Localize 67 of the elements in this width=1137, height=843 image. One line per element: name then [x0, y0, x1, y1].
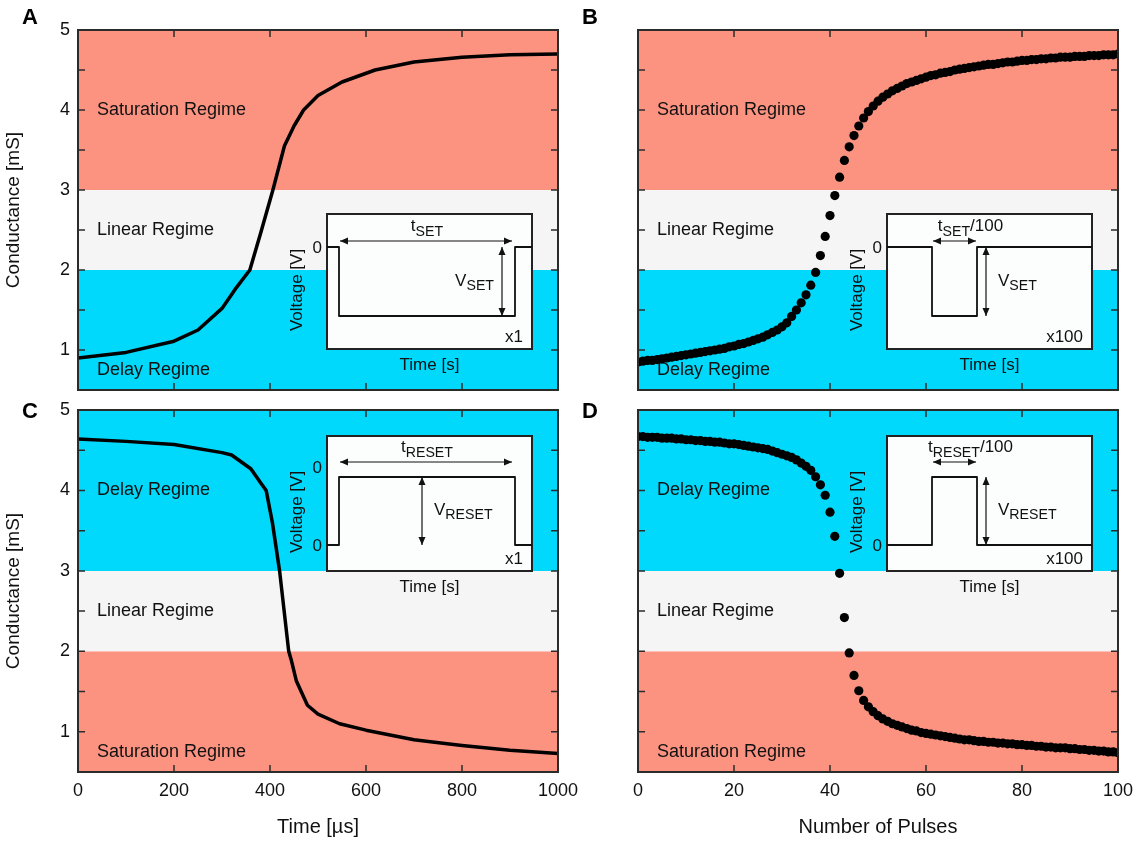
annotation: Voltage [V]	[286, 248, 306, 331]
band-label: Saturation Regime	[657, 98, 807, 119]
band-label: Linear Regime	[657, 218, 775, 239]
y-tick-label: 4	[59, 479, 70, 500]
annotation: 0	[312, 535, 322, 555]
annotation: x1	[505, 549, 523, 568]
annotation: Time [s]	[399, 577, 460, 596]
chart-title: D	[582, 398, 598, 424]
y-tick-label: 3	[59, 178, 70, 199]
y-axis-title: Conductance [mS]	[1, 131, 23, 289]
annotation: t$_{SET}$/100	[937, 216, 1004, 239]
annotation: V$_{SET}$	[998, 270, 1037, 293]
x-axis-title: Time [µs]	[277, 814, 359, 837]
annotation: x1	[505, 327, 523, 346]
chart-title: C	[22, 398, 38, 424]
y-tick-label: 1	[59, 338, 70, 359]
chart-title: A	[22, 4, 38, 30]
annotation: Voltage [V]	[846, 470, 866, 553]
annotation: 0	[872, 237, 882, 257]
annotation: V$_{SET}$	[455, 270, 494, 293]
x-tick-label: 40	[819, 779, 841, 800]
x-tick-label: 800	[446, 779, 478, 800]
x-tick-label: 1000	[537, 779, 579, 800]
y-tick-label: 2	[59, 258, 70, 279]
x-tick-label: 0	[72, 779, 84, 800]
y-tick-label: 2	[59, 640, 70, 661]
y-tick-label: 5	[59, 398, 70, 419]
band-label: Linear Regime	[97, 600, 215, 621]
annotation: x100	[1046, 327, 1083, 346]
annotation: Time [s]	[959, 355, 1020, 374]
band-label: Delay Regime	[97, 358, 211, 379]
band-label: Delay Regime	[657, 358, 771, 379]
x-tick-label: 400	[254, 779, 286, 800]
band-label: Linear Regime	[657, 600, 775, 621]
chart-title: B	[582, 4, 598, 30]
annotation: Time [s]	[959, 577, 1020, 596]
band-label: Delay Regime	[97, 479, 211, 500]
band-label: Saturation Regime	[97, 740, 247, 761]
annotation: x100	[1046, 549, 1083, 568]
annotation: Time [s]	[399, 355, 460, 374]
annotation: V$_{RESET}$	[998, 499, 1057, 523]
x-tick-label: 200	[158, 779, 190, 800]
band-label: Linear Regime	[97, 218, 215, 239]
y-tick-label: 3	[59, 559, 70, 580]
x-tick-label: 0	[632, 779, 644, 800]
x-tick-label: 60	[915, 779, 937, 800]
x-tick-label: 20	[723, 779, 745, 800]
annotation: Voltage [V]	[286, 470, 306, 553]
annotation: t$_{SET}$	[410, 216, 444, 239]
annotation: t$_{RESET}$	[401, 437, 453, 460]
annotation: 0	[312, 237, 322, 257]
annotation: 0	[312, 457, 322, 477]
y-tick-label: 4	[59, 98, 70, 119]
annotation: V$_{RESET}$	[434, 499, 493, 523]
x-tick-label: 80	[1011, 779, 1033, 800]
y-tick-label: 5	[59, 18, 70, 39]
band-label: Saturation Regime	[657, 740, 807, 761]
band-label: Delay Regime	[657, 479, 771, 500]
y-axis-title: Conductance [mS]	[1, 512, 23, 670]
y-tick-label: 1	[59, 720, 70, 741]
annotation: Voltage [V]	[846, 248, 866, 331]
x-axis-title: Number of Pulses	[798, 814, 958, 837]
band-label: Saturation Regime	[97, 98, 247, 119]
annotation: t$_{RESET}$/100	[927, 437, 1014, 460]
x-tick-label: 100	[1102, 779, 1134, 800]
x-tick-label: 600	[350, 779, 382, 800]
annotation: 0	[872, 535, 882, 555]
